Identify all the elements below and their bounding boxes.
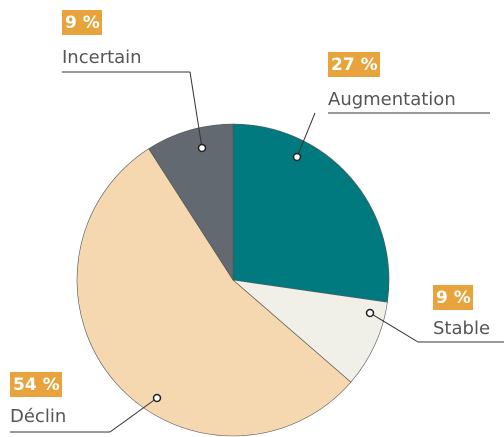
leader-line [189, 71, 203, 149]
value-label: 9 % [436, 288, 471, 308]
label-badge [62, 10, 102, 35]
leader-line [109, 397, 158, 433]
label-badge [433, 285, 473, 310]
label-badge [328, 52, 380, 77]
category-label: Augmentation [328, 89, 456, 110]
value-label: 27 % [331, 55, 378, 75]
category-label: Incertain [62, 47, 142, 68]
value-label: 54 % [13, 375, 60, 395]
leader-dot [152, 393, 162, 403]
label-badge [10, 372, 62, 397]
pie-slice [232, 123, 390, 303]
category-label: Stable [433, 318, 490, 339]
leader-dot [292, 152, 302, 162]
leader-dot [197, 143, 207, 153]
leader-line [369, 312, 419, 343]
leader-line [296, 112, 316, 158]
pie-slice [232, 279, 388, 383]
pie-slice [148, 123, 234, 282]
pie-slice [76, 148, 352, 437]
category-label: Déclin [10, 406, 66, 427]
value-label: 9 % [65, 13, 100, 33]
leader-dot [365, 308, 375, 318]
